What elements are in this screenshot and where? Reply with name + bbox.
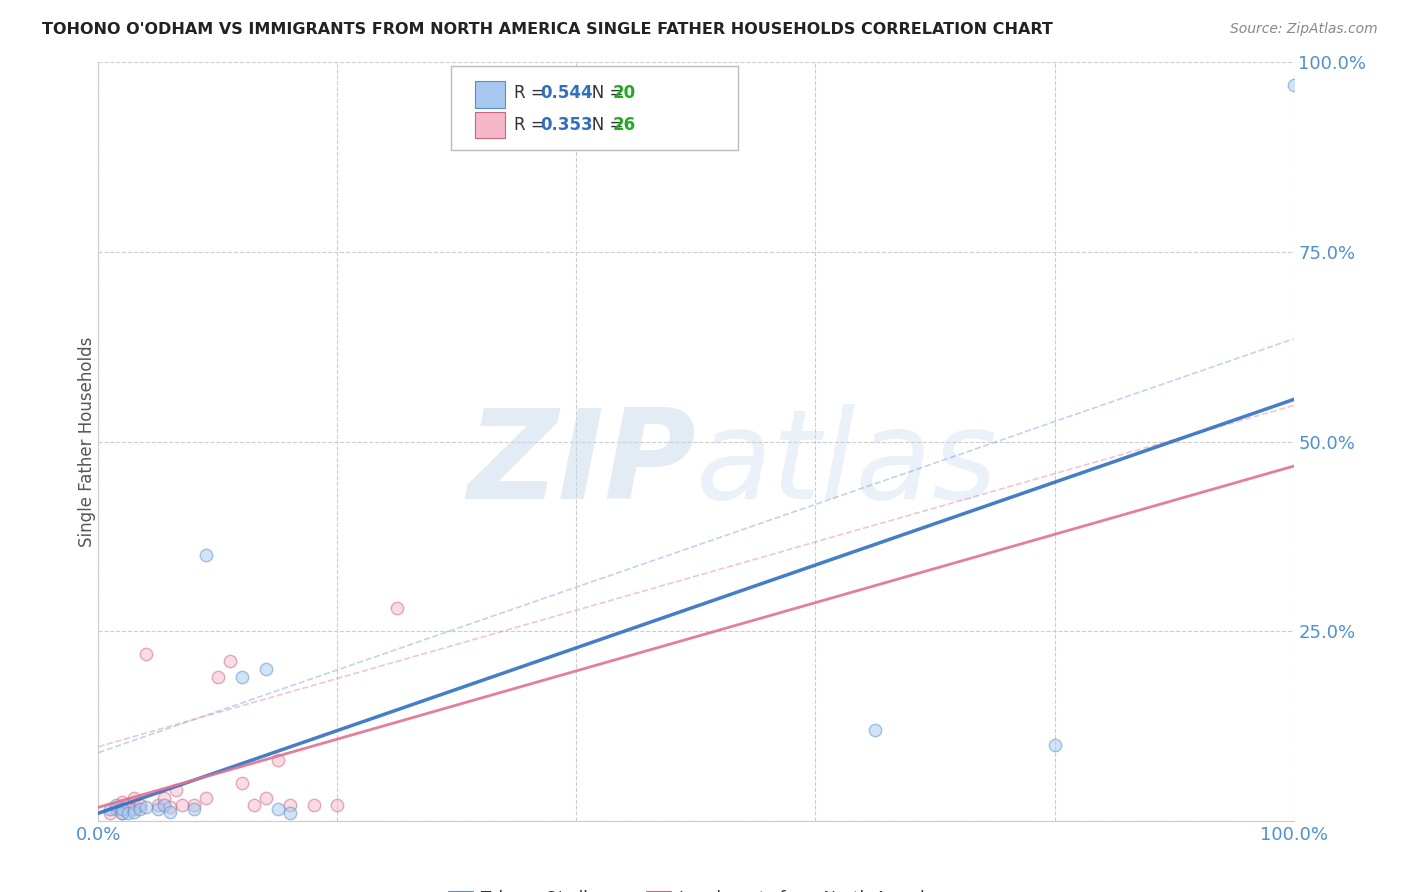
Point	[219, 655, 242, 669]
Text: 0.353: 0.353	[541, 116, 593, 134]
Point	[165, 783, 187, 797]
Point	[111, 806, 134, 821]
Point	[207, 669, 229, 683]
Point	[117, 806, 139, 821]
Point	[267, 802, 290, 816]
Text: N =: N =	[576, 116, 628, 134]
Point	[98, 802, 122, 816]
Point	[111, 795, 134, 809]
FancyBboxPatch shape	[475, 81, 505, 108]
Point	[148, 802, 170, 816]
Point	[129, 798, 152, 813]
Point	[231, 776, 253, 790]
Point	[326, 798, 349, 813]
Point	[254, 662, 277, 676]
Point	[254, 791, 277, 805]
Point	[267, 753, 290, 767]
Point	[172, 798, 194, 813]
Text: N =: N =	[576, 84, 628, 102]
Text: 20: 20	[613, 84, 636, 102]
Point	[195, 548, 218, 563]
Point	[135, 800, 157, 814]
Point	[129, 802, 152, 816]
Point	[1043, 738, 1066, 752]
Text: 0.544: 0.544	[541, 84, 593, 102]
Text: TOHONO O'ODHAM VS IMMIGRANTS FROM NORTH AMERICA SINGLE FATHER HOUSEHOLDS CORRELA: TOHONO O'ODHAM VS IMMIGRANTS FROM NORTH …	[42, 22, 1053, 37]
Text: ZIP: ZIP	[467, 404, 696, 524]
Point	[865, 723, 887, 737]
Point	[124, 802, 146, 816]
Point	[111, 806, 134, 821]
FancyBboxPatch shape	[475, 112, 505, 138]
Point	[153, 798, 176, 813]
Point	[117, 798, 139, 813]
Point	[105, 802, 128, 816]
Point	[183, 798, 205, 813]
Text: Source: ZipAtlas.com: Source: ZipAtlas.com	[1230, 22, 1378, 37]
Point	[98, 806, 122, 821]
Point	[231, 669, 253, 683]
Point	[243, 798, 266, 813]
FancyBboxPatch shape	[451, 66, 738, 150]
Text: 26: 26	[613, 116, 636, 134]
Point	[1282, 78, 1305, 92]
Point	[278, 806, 301, 821]
Point	[159, 805, 181, 819]
Text: atlas: atlas	[696, 404, 998, 524]
Y-axis label: Single Father Households: Single Father Households	[79, 336, 96, 547]
Point	[153, 791, 176, 805]
Point	[195, 791, 218, 805]
Point	[183, 802, 205, 816]
Text: R =: R =	[515, 116, 550, 134]
Point	[135, 647, 157, 661]
Point	[105, 798, 128, 813]
Text: R =: R =	[515, 84, 550, 102]
Point	[111, 802, 134, 816]
Point	[159, 800, 181, 814]
Legend: Tohono O'odham, Immigrants from North America: Tohono O'odham, Immigrants from North Am…	[440, 882, 952, 892]
Point	[124, 805, 146, 819]
Point	[148, 798, 170, 813]
Point	[302, 798, 325, 813]
Point	[385, 601, 409, 615]
Point	[124, 791, 146, 805]
Point	[278, 798, 301, 813]
